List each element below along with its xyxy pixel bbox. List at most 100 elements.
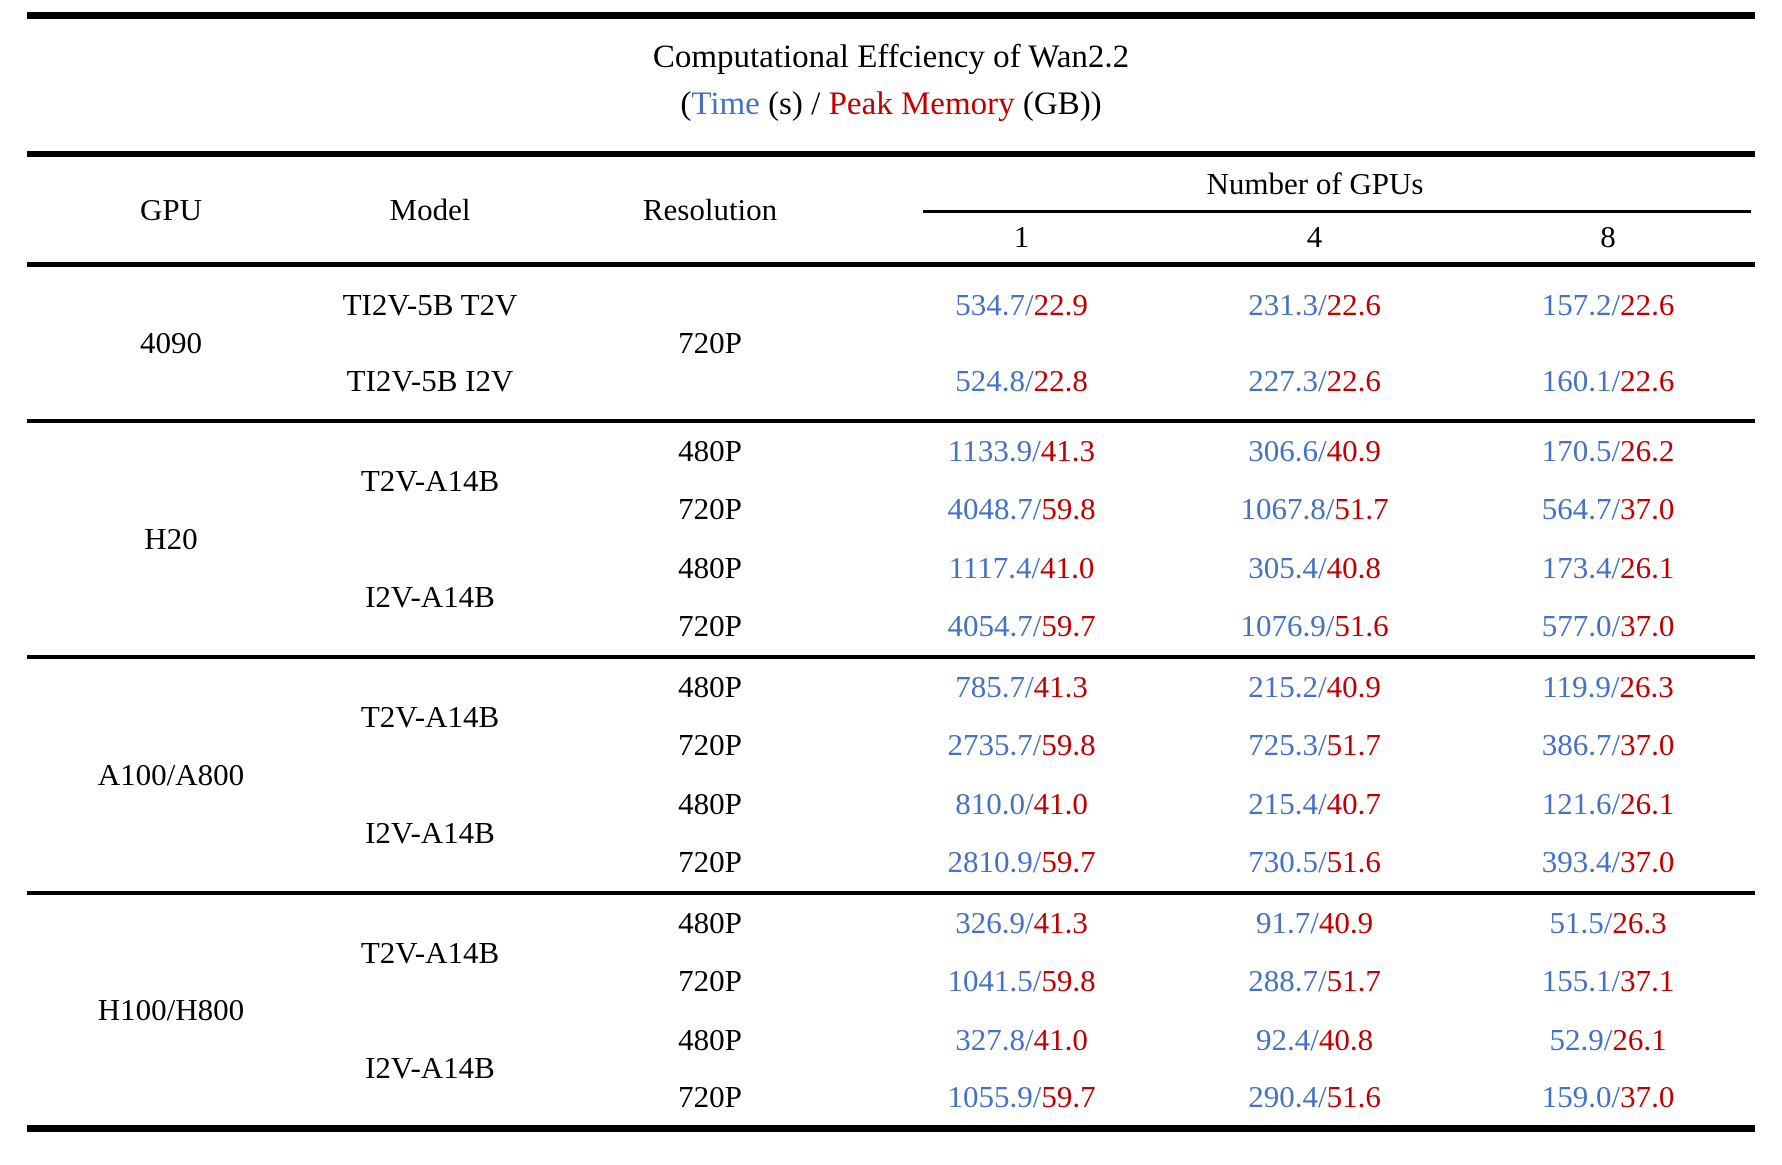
efficiency-table: GPU Model Resolution Number of GPUs 1 4 … [27,151,1756,1132]
time-value: 725.3 [1248,727,1318,762]
value-cell: 2810.9/59.7 [875,834,1168,893]
memory-value: 51.6 [1326,844,1381,879]
model-cell: I2V-A14B [365,1049,495,1085]
time-value: 157.2 [1541,286,1612,322]
efficiency-table-figure: Computational Effciency of Wan2.2 (Time … [27,12,1756,1132]
memory-value: 59.7 [1041,844,1096,879]
memory-value: 37.0 [1620,608,1675,643]
slash-separator: / [1032,491,1042,526]
memory-value: 26.3 [1619,669,1674,704]
table-row: 720P 4048.7/59.8 1067.8/51.7 564.7/37.0 [27,480,1755,539]
memory-value: 59.7 [1041,608,1096,643]
resolution-cell: 480P [545,418,875,480]
slash-separator: / [1611,844,1621,879]
value-cell: 51.5/26.3 [1461,890,1756,952]
top-rule [27,12,1755,19]
memory-value: 37.0 [1620,491,1675,526]
memory-value: 37.0 [1620,727,1675,762]
value-cell: 119.9/26.3 [1461,654,1756,716]
time-value: 290.4 [1248,1079,1318,1115]
time-legend-label: Time [691,86,760,122]
resolution-cell: 720P [678,324,742,360]
gpu-cell: A100/A800 [27,654,315,893]
time-value: 577.0 [1541,608,1612,643]
slash-separator: / [1611,1079,1621,1115]
time-value: 52.9 [1549,1022,1604,1057]
value-cell: 785.7/41.3 [875,654,1168,716]
value-cell: 730.5/51.6 [1168,834,1461,893]
slash-separator: / [1310,1022,1319,1057]
memory-value: 37.0 [1620,844,1675,879]
memory-value: 51.7 [1326,727,1381,762]
slash-separator: / [1317,286,1327,322]
slash-separator: / [1611,786,1621,821]
time-value: 4054.7 [947,608,1033,643]
time-value: 231.3 [1248,286,1318,322]
value-cell: 524.8/22.8 [875,343,1168,421]
memory-value: 40.8 [1326,550,1381,585]
time-value: 1076.9 [1240,608,1326,643]
slash-separator: / [1032,608,1042,643]
col-header-model: Model [315,154,545,267]
value-cell: 215.2/40.9 [1168,654,1461,716]
time-value: 288.7 [1248,963,1318,998]
slash-separator: / [1325,491,1335,526]
memory-value: 40.9 [1318,905,1374,940]
value-cell: 4054.7/59.7 [875,598,1168,657]
time-value: 327.8 [955,1022,1025,1057]
memory-value: 22.6 [1620,362,1675,398]
slash-separator: / [1024,786,1034,821]
value-cell: 577.0/37.0 [1461,598,1755,657]
model-cell: T2V-A14B [315,654,545,775]
table-row: H100/H800 T2V-A14B 480P 326.9/41.3 91.7/… [27,890,1756,1129]
time-value: 2810.9 [947,844,1033,879]
time-value: 1117.4 [948,550,1032,585]
gpu-cell: H100/H800 [27,890,315,1129]
memory-value: 40.7 [1326,786,1381,821]
value-cell: 725.3/51.7 [1168,716,1461,775]
col-header-1-gpu: 1 [875,211,1168,267]
value-cell: 170.5/26.2 [1461,418,1756,480]
slash-separator: / [1317,963,1327,998]
memory-value: 59.8 [1041,963,1096,998]
memory-value: 59.8 [1041,727,1096,762]
memory-value: 26.3 [1612,905,1667,940]
time-value: 215.2 [1248,669,1318,704]
value-cell: 326.9/41.3 [875,890,1168,952]
slash-separator: / [1325,608,1335,643]
table-row: 720P 4054.7/59.7 1076.9/51.6 577.0/37.0 [27,598,1755,657]
memory-value: 26.2 [1620,433,1675,468]
slash-separator: / [1317,669,1327,704]
resolution-cell: 480P [545,654,875,716]
value-cell: 1055.9/59.7 [875,1070,1168,1129]
memory-value: 41.0 [1033,786,1088,821]
col-header-resolution: Resolution [545,154,875,267]
slash-separator: / [1611,362,1621,398]
time-value: 51.5 [1549,905,1604,940]
value-cell: 1041.5/59.8 [875,952,1168,1011]
value-cell: 1067.8/51.7 [1168,480,1461,539]
time-value: 159.0 [1541,1079,1612,1115]
slash-separator: / [1032,844,1042,879]
col-header-number-of-gpus: Number of GPUs [875,154,1755,211]
slash-separator: / [1032,963,1042,998]
time-value: 1067.8 [1240,491,1326,526]
model-cell: I2V-A14B [365,578,495,614]
value-cell: 4048.7/59.8 [875,480,1168,539]
model-cell: TI2V-5B T2V [342,286,518,322]
time-value: 173.4 [1541,550,1612,585]
memory-value: 41.0 [1033,1022,1088,1057]
memory-value: 59.7 [1041,1079,1096,1115]
memory-value: 51.6 [1326,1079,1381,1115]
resolution-cell: 720P [678,727,742,762]
time-value: 305.4 [1248,550,1318,585]
time-value: 524.8 [955,362,1025,398]
value-cell: 327.8/41.0 [875,1011,1168,1070]
slash-separator: / [1610,669,1620,704]
time-value: 1041.5 [947,963,1033,998]
slash-separator: / [1317,362,1327,398]
time-value: 306.6 [1248,433,1318,468]
memory-value: 22.6 [1326,286,1381,322]
memory-value: 37.1 [1620,963,1675,998]
memory-value: 22.6 [1326,362,1381,398]
